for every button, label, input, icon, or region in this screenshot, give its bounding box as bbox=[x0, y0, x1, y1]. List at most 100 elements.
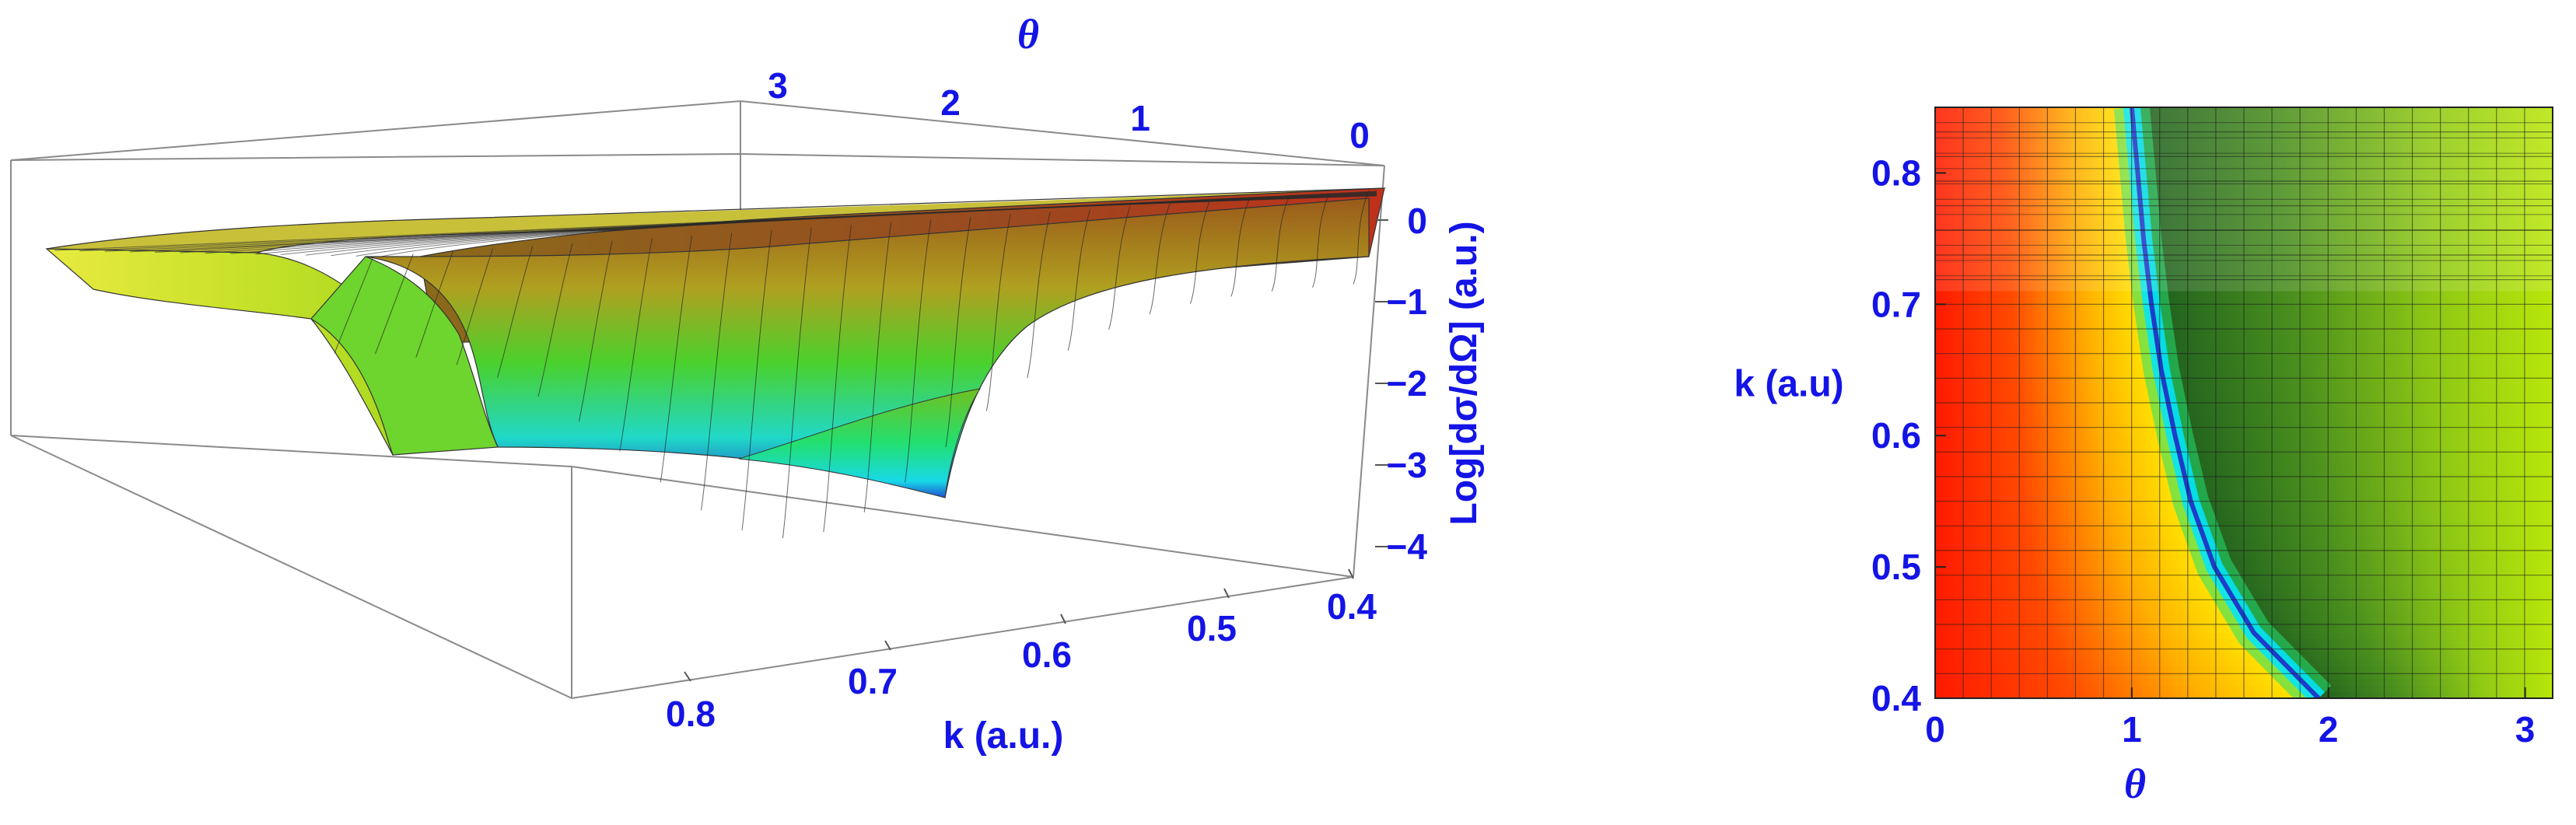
mesh-line bbox=[1067, 208, 1091, 351]
surface-plot-3d: 3 2 1 0 θ 0 −1 −2 −3 −4 Log[dσ/dΩ] (a.u.… bbox=[10, 11, 1485, 757]
heatmap-x-axis-label: θ bbox=[2124, 760, 2146, 807]
heatmap-band-right bbox=[2206, 540, 2553, 548]
heatmap-band-left bbox=[1935, 527, 2202, 535]
mesh-line bbox=[1108, 206, 1131, 330]
mesh-line bbox=[415, 251, 453, 358]
heatmap-band-left bbox=[1935, 508, 2195, 516]
heatmap-band-left bbox=[1935, 514, 2197, 522]
heatmap-band-right bbox=[2201, 527, 2553, 535]
heatmap-band-right bbox=[2167, 396, 2553, 404]
heatmap-band-left bbox=[1935, 173, 2138, 180]
heatmap-band-left bbox=[1935, 297, 2151, 305]
heatmap-band-left bbox=[1935, 232, 2144, 239]
heatmap-band-left bbox=[1935, 271, 2148, 279]
heatmap-gridlines bbox=[1935, 107, 2553, 698]
heatmap-band-right bbox=[2153, 310, 2553, 318]
heatmap-band-left bbox=[1935, 442, 2178, 449]
heatmap-band-right bbox=[2283, 659, 2553, 666]
heatmap-band-right bbox=[2132, 107, 2553, 115]
mesh-line bbox=[619, 238, 653, 452]
heatmap-band-left bbox=[1935, 179, 2139, 187]
mesh-line bbox=[380, 195, 1377, 257]
k-axis-3d: 0.8 0.7 0.6 0.5 0.4 k (a.u.) bbox=[666, 568, 1377, 757]
heatmap-band-left bbox=[1935, 613, 2244, 620]
heatmap-band-left bbox=[1935, 159, 2137, 167]
heatmap-band-left bbox=[1935, 422, 2173, 430]
heatmap-band-right bbox=[2276, 652, 2553, 659]
heatmap-band-right bbox=[2174, 428, 2553, 436]
heatmap-band-right bbox=[2143, 232, 2553, 239]
heatmap-band-right bbox=[2186, 481, 2553, 489]
heatmap-band-right bbox=[2183, 468, 2553, 476]
heatmap-band-left bbox=[1935, 376, 2164, 384]
heatmap-band-left bbox=[1935, 369, 2162, 377]
heatmap-band-right bbox=[2235, 600, 2553, 607]
heatmap-band-right bbox=[2248, 619, 2553, 627]
heatmap-band-left bbox=[1935, 619, 2249, 627]
heatmap-band-left bbox=[1935, 212, 2142, 220]
heatmap-band-right bbox=[2289, 665, 2553, 673]
heatmap-band-right bbox=[2144, 245, 2553, 253]
heatmap-band-left bbox=[1935, 501, 2193, 509]
heatmap-band-left bbox=[1935, 304, 2152, 312]
z-tick-0: 0 bbox=[1407, 201, 1427, 241]
heatmap-band-right bbox=[2158, 344, 2553, 351]
heatmap-band-right bbox=[2165, 390, 2553, 397]
heatmap-band-right bbox=[2139, 186, 2553, 194]
mesh-line bbox=[374, 253, 414, 355]
heatmap-band-left bbox=[1935, 462, 2182, 470]
z-axis-3d: 0 −1 −2 −3 −4 Log[dσ/dΩ] (a.u.) bbox=[1375, 201, 1485, 567]
heatmap-band-right bbox=[2140, 199, 2553, 207]
heatmap-band-left bbox=[1935, 639, 2264, 647]
heatmap-band-right bbox=[2302, 678, 2553, 686]
heatmap-band-left bbox=[1935, 560, 2214, 568]
heatmap-band-right bbox=[2161, 363, 2553, 371]
k-tick-0.4: 0.4 bbox=[1327, 586, 1377, 627]
heatmap-band-right bbox=[2163, 376, 2553, 384]
heatmap-band-left bbox=[1935, 291, 2151, 299]
heatmap-band-right bbox=[2149, 285, 2553, 292]
heatmap-band-right bbox=[2177, 442, 2553, 449]
heatmap-band-right bbox=[2220, 573, 2553, 581]
heatmap-plot: 0 1 2 3 0.4 0.5 0.6 0.7 0.8 θ k (a.u) bbox=[1734, 107, 2553, 807]
heatmap-band-left bbox=[1935, 495, 2190, 502]
heatmap-band-left bbox=[1935, 415, 2172, 423]
heatmap-band-left bbox=[1935, 146, 2136, 154]
heatmap-band-right bbox=[2172, 422, 2553, 430]
heatmap-band-left bbox=[1935, 409, 2171, 417]
heatmap-band-right bbox=[2151, 297, 2553, 305]
heatmap-band-right bbox=[2140, 205, 2553, 213]
heatmap-band-right bbox=[2244, 613, 2553, 620]
heatmap-band-right bbox=[2161, 369, 2553, 377]
heatmap-x-tick-label: 2 bbox=[2319, 709, 2339, 750]
heatmap-band-left bbox=[1935, 133, 2135, 141]
heatmap-band-right bbox=[2157, 337, 2553, 344]
mesh-line bbox=[660, 235, 693, 483]
heatmap-band-left bbox=[1935, 481, 2187, 489]
heatmap-band-left bbox=[1935, 363, 2161, 371]
heatmap-band-right bbox=[2144, 238, 2553, 246]
theta-tick-3: 3 bbox=[768, 65, 788, 106]
surface-mesh bbox=[45, 187, 1387, 498]
theta-axis-label-3d: θ bbox=[1017, 11, 1039, 58]
heatmap-y-tick-label: 0.5 bbox=[1871, 547, 1921, 587]
mesh-line bbox=[945, 216, 971, 447]
z-tick-m3: −3 bbox=[1387, 445, 1427, 485]
heatmap-band-left bbox=[1935, 383, 2165, 390]
k-tick-0.7: 0.7 bbox=[848, 661, 898, 701]
heatmap-band-right bbox=[2252, 626, 2553, 634]
heatmap-band-right bbox=[2165, 383, 2553, 390]
heatmap-band-left bbox=[1935, 435, 2176, 443]
heatmap-band-left bbox=[1935, 474, 2186, 482]
mesh-line bbox=[1189, 201, 1210, 304]
heatmap-band-left bbox=[1935, 396, 2168, 404]
k-tick-0.5: 0.5 bbox=[1187, 608, 1237, 648]
k-axis-label-3d: k (a.u.) bbox=[943, 715, 1064, 757]
heatmap-band-right bbox=[2188, 488, 2553, 495]
heatmap-band-left bbox=[1935, 600, 2236, 607]
heatmap-band-right bbox=[2170, 409, 2553, 417]
heatmap-band-left bbox=[1935, 468, 2184, 476]
heatmap-y-axis: 0.4 0.5 0.6 0.7 0.8 bbox=[1871, 152, 1946, 718]
heatmap-band-right bbox=[2138, 179, 2553, 187]
heatmap-band-right bbox=[2263, 639, 2553, 647]
